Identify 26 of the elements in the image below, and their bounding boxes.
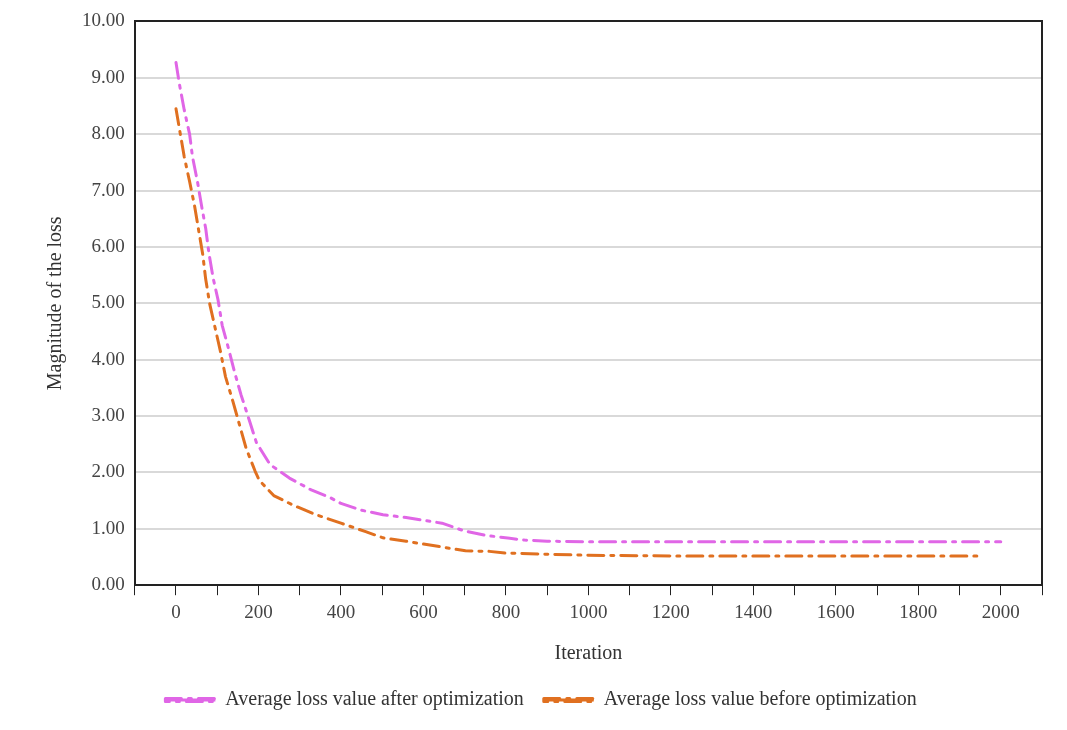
y-tick-label: 7.00 xyxy=(91,178,125,200)
x-tick-label: 200 xyxy=(244,600,273,622)
y-tick-label: 2.00 xyxy=(91,460,125,482)
x-tick-label: 400 xyxy=(326,600,356,622)
legend-label: Average loss value after optimization xyxy=(225,687,524,711)
legend-label: Average loss value before optimization xyxy=(603,687,917,711)
x-tick-label: 1800 xyxy=(899,600,938,622)
x-tick-label: 600 xyxy=(409,600,438,622)
y-tick-label: 9.00 xyxy=(91,65,125,87)
x-axis-title: Iteration xyxy=(554,641,623,664)
y-tick-label: 1.00 xyxy=(91,516,125,538)
x-tick-label: 1600 xyxy=(816,600,855,622)
x-tick-label: 1200 xyxy=(651,600,690,622)
x-tick-label: 1400 xyxy=(734,600,773,622)
y-tick-label: 4.00 xyxy=(91,347,125,369)
x-tick-label: 2000 xyxy=(981,600,1020,622)
x-tick-label: 1000 xyxy=(569,600,608,622)
x-tick-label: 0 xyxy=(171,600,181,622)
y-tick-label: 5.00 xyxy=(91,291,125,313)
x-tick-label: 800 xyxy=(491,600,521,622)
y-tick-label: 10.00 xyxy=(82,9,125,31)
y-tick-label: 0.00 xyxy=(91,573,125,595)
y-tick-label: 8.00 xyxy=(91,122,125,144)
y-tick-label: 6.00 xyxy=(91,234,125,256)
y-tick-label: 3.00 xyxy=(91,404,125,426)
y-axis-title: Magnitude of the loss xyxy=(43,216,67,391)
